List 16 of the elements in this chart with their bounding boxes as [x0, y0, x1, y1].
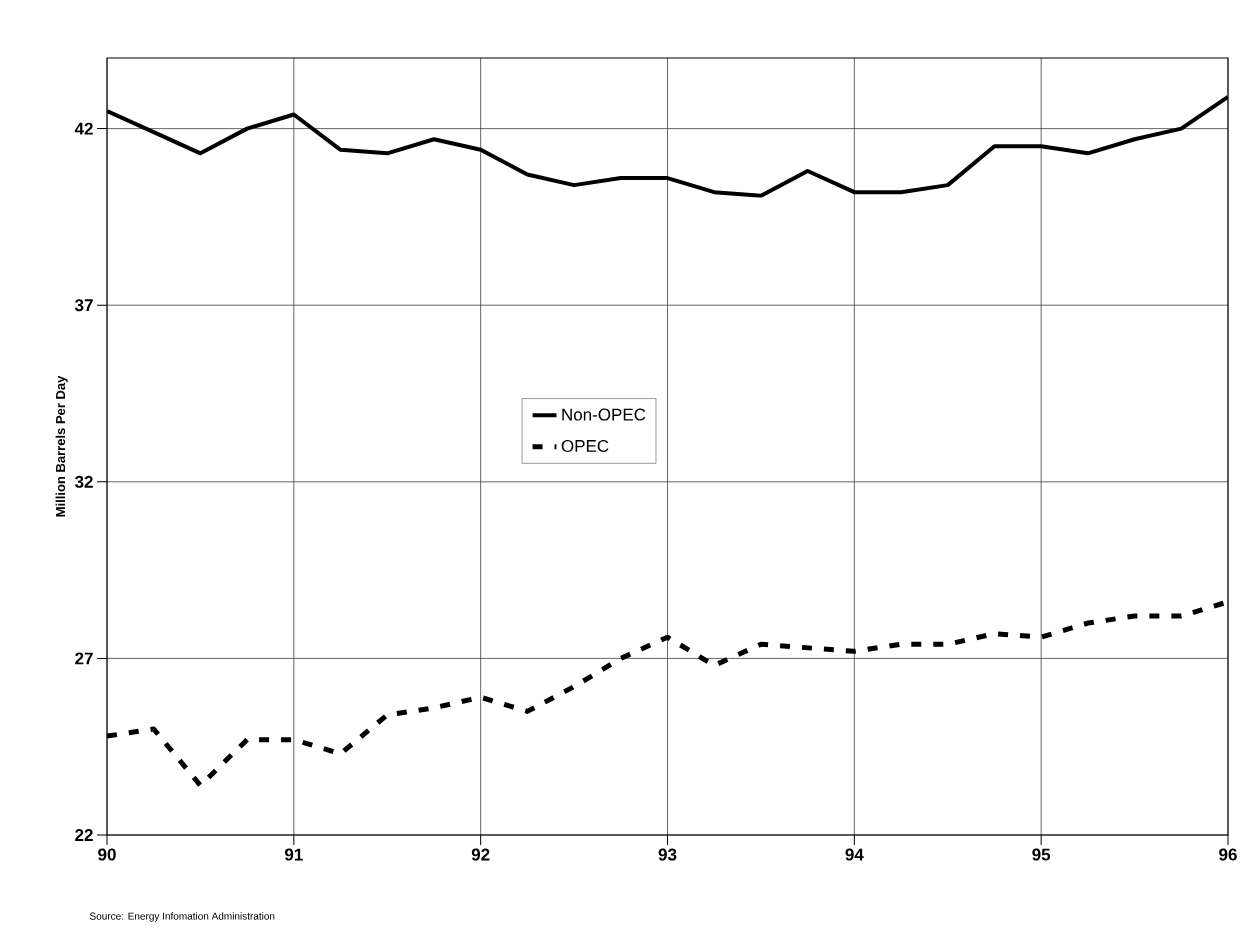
legend-label: Non-OPEC	[562, 408, 646, 421]
y-axis-title: Million Barrels Per Day	[55, 375, 68, 517]
y-tick-label: 27	[75, 652, 93, 665]
x-tick-label: 96	[1219, 848, 1237, 861]
x-tick-label: 91	[284, 848, 303, 861]
x-tick-label: 94	[845, 848, 864, 861]
x-tick-label: 93	[658, 848, 677, 861]
x-tick-label: 95	[1032, 848, 1051, 861]
legend-label: OPEC	[561, 439, 609, 452]
x-tick-label: 92	[471, 848, 490, 861]
y-tick-label: 42	[74, 122, 93, 135]
source-note: Source: Energy Infomation Administration	[90, 912, 275, 922]
y-tick-label: 22	[75, 829, 93, 841]
y-tick-label: 37	[74, 299, 93, 312]
y-tick-label: 32	[74, 475, 93, 488]
x-tick-label: 90	[98, 848, 116, 861]
